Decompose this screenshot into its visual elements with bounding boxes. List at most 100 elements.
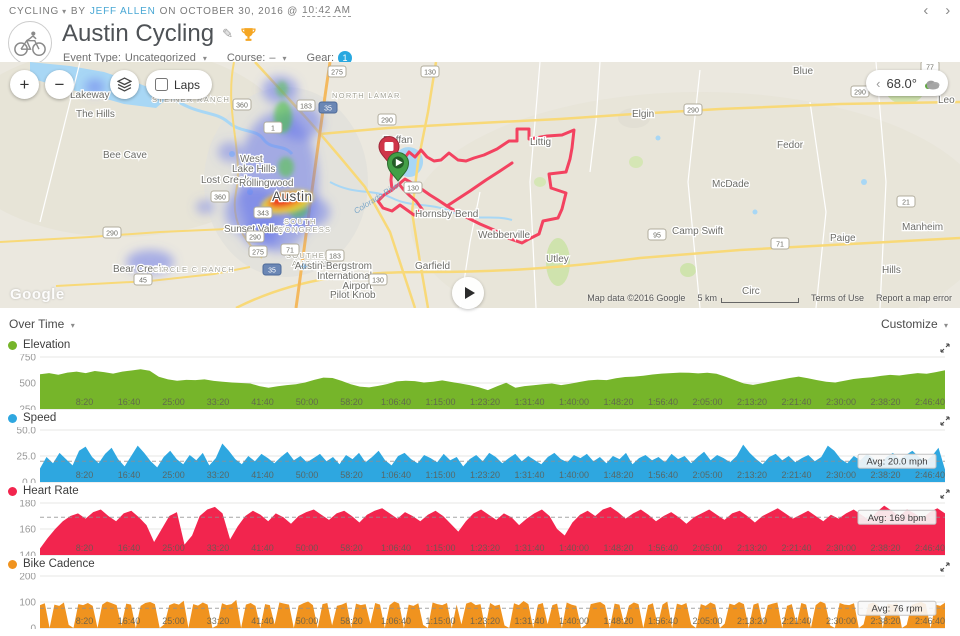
- map-label: SOUTH: [284, 217, 317, 226]
- road-shield: 130: [403, 181, 423, 194]
- map-label: Webberville: [478, 230, 530, 241]
- next-activity-button[interactable]: ›: [945, 2, 951, 19]
- area-series: [40, 369, 945, 409]
- svg-text:2:38:20: 2:38:20: [870, 543, 900, 553]
- expand-chart-button[interactable]: [940, 413, 950, 431]
- chart-legend[interactable]: Heart Rate: [8, 485, 79, 497]
- svg-text:2:21:40: 2:21:40: [781, 616, 811, 626]
- map-label: Garfield: [415, 261, 450, 272]
- svg-text:8:20: 8:20: [76, 543, 94, 553]
- expand-chart-button[interactable]: [940, 559, 950, 577]
- svg-text:58:20: 58:20: [340, 616, 363, 626]
- activity-type-dropdown[interactable]: CYCLING: [9, 5, 60, 17]
- road-shield: 360: [210, 190, 230, 203]
- svg-text:35: 35: [324, 106, 332, 113]
- svg-text:33:20: 33:20: [207, 616, 230, 626]
- svg-text:2:30:00: 2:30:00: [826, 397, 856, 407]
- map-label: Lake Hills: [232, 164, 275, 175]
- laps-checkbox[interactable]: [155, 78, 168, 91]
- svg-text:2:38:20: 2:38:20: [870, 616, 900, 626]
- map-label: Hills: [882, 265, 901, 276]
- svg-text:1:40:00: 1:40:00: [559, 616, 589, 626]
- svg-text:2:30:00: 2:30:00: [826, 616, 856, 626]
- report-map-error-link[interactable]: Report a map error: [875, 293, 952, 303]
- svg-text:50:00: 50:00: [296, 616, 319, 626]
- course-dropdown[interactable]: Course: – ▾: [226, 52, 287, 64]
- svg-text:1:48:20: 1:48:20: [603, 397, 633, 407]
- svg-text:25:00: 25:00: [162, 543, 185, 553]
- customize-dropdown[interactable]: Customize ▾: [880, 317, 948, 331]
- road-shield: 130: [420, 65, 440, 78]
- speed-plot[interactable]: 50.0 25.0 0.0 8:20 16:40 25:00 33:20 41:40 50:00…: [0, 427, 960, 483]
- route-map[interactable]: Lakeway The Hills STEINER RANCH Bee Cave Los…: [0, 62, 960, 309]
- cadence-plot[interactable]: 200 100 0 8:20 16:40 25:00 33:20 41:40 50:00 58:2…: [0, 573, 960, 629]
- svg-text:2:13:20: 2:13:20: [737, 543, 767, 553]
- svg-text:2:38:20: 2:38:20: [870, 397, 900, 407]
- chart-legend[interactable]: Elevation: [8, 339, 70, 351]
- trophy-icon[interactable]: [241, 27, 256, 42]
- gear-dropdown[interactable]: Gear: 1: [307, 51, 353, 65]
- road-shield: 130: [368, 273, 388, 286]
- road-shield: 35: [318, 101, 338, 114]
- svg-text:1:48:20: 1:48:20: [603, 470, 633, 480]
- expand-chart-button[interactable]: [940, 486, 950, 504]
- map-label: Austin: [272, 189, 313, 204]
- svg-text:58:20: 58:20: [340, 543, 363, 553]
- layers-button[interactable]: [110, 70, 139, 99]
- area-series: [40, 505, 945, 555]
- svg-text:0: 0: [30, 624, 36, 630]
- laps-toggle[interactable]: Laps: [146, 70, 213, 99]
- svg-text:1:23:20: 1:23:20: [470, 543, 500, 553]
- author-link[interactable]: JEFF ALLEN: [89, 5, 156, 17]
- map-label: STEINER RANCH: [152, 95, 230, 104]
- svg-text:1:40:00: 1:40:00: [559, 397, 589, 407]
- svg-text:25:00: 25:00: [162, 397, 185, 407]
- caret-down-icon: ▾: [62, 6, 67, 16]
- svg-text:1:15:00: 1:15:00: [425, 470, 455, 480]
- edit-title-icon[interactable]: ✎: [222, 26, 233, 41]
- svg-text:1:15:00: 1:15:00: [425, 397, 455, 407]
- svg-text:Avg: 76 rpm: Avg: 76 rpm: [871, 604, 922, 615]
- svg-text:8:20: 8:20: [76, 397, 94, 407]
- terms-of-use-link[interactable]: Terms of Use: [810, 293, 864, 303]
- chart-label: Speed: [23, 412, 57, 424]
- svg-text:1:23:20: 1:23:20: [470, 397, 500, 407]
- svg-text:1:56:40: 1:56:40: [648, 397, 678, 407]
- weather-widget[interactable]: ‹ 68.0°: [866, 70, 948, 96]
- activity-meta: Event Type: Uncategorized ▾ Course: – ▾ …: [63, 51, 366, 65]
- start-marker[interactable]: [386, 152, 410, 182]
- map-label: Littig: [530, 137, 551, 148]
- zoom-out-button[interactable]: −: [45, 70, 74, 99]
- map-attribution: Map data ©2016 Google 5 km Terms of Use …: [587, 293, 952, 303]
- svg-text:45: 45: [139, 278, 147, 285]
- map-label: Manheim: [902, 222, 943, 233]
- svg-text:275: 275: [252, 250, 264, 257]
- svg-text:50:00: 50:00: [296, 543, 319, 553]
- expand-chart-button[interactable]: [940, 340, 950, 358]
- activity-time[interactable]: 10:42 AM: [302, 5, 351, 17]
- map-label: Leo: [938, 95, 955, 106]
- svg-text:1:15:00: 1:15:00: [425, 543, 455, 553]
- svg-text:183: 183: [300, 104, 312, 111]
- svg-text:33:20: 33:20: [207, 543, 230, 553]
- byline-by: BY: [70, 5, 86, 17]
- playback-button[interactable]: [452, 277, 484, 309]
- prev-activity-button[interactable]: ‹: [923, 2, 930, 19]
- chart-legend[interactable]: Speed: [8, 412, 56, 424]
- chart-legend[interactable]: Bike Cadence: [8, 558, 95, 570]
- over-time-dropdown[interactable]: Over Time ▾: [9, 317, 75, 331]
- event-type-dropdown[interactable]: Event Type: Uncategorized ▾: [63, 52, 207, 64]
- elevation-plot[interactable]: 750 500 250 8:20 16:40 25:00 33:20 41:40 50:00 58…: [0, 354, 960, 410]
- map-label: CONGRESS: [278, 225, 331, 234]
- area-series: [40, 443, 945, 482]
- byline-on: ON OCTOBER 30, 2016 @: [159, 5, 299, 17]
- svg-text:41:40: 41:40: [251, 397, 274, 407]
- map-data-credit: Map data ©2016 Google: [587, 293, 686, 303]
- map-scale: 5 km: [697, 293, 799, 303]
- svg-text:130: 130: [372, 278, 384, 285]
- chevron-left-icon: ‹: [876, 75, 881, 91]
- zoom-in-button[interactable]: +: [10, 70, 39, 99]
- map-label: Paige: [830, 233, 856, 244]
- svg-text:160: 160: [19, 525, 36, 536]
- heart-rate-plot[interactable]: 180 160 140 8:20 16:40 25:00 33:20 41:40 50:00 58…: [0, 500, 960, 556]
